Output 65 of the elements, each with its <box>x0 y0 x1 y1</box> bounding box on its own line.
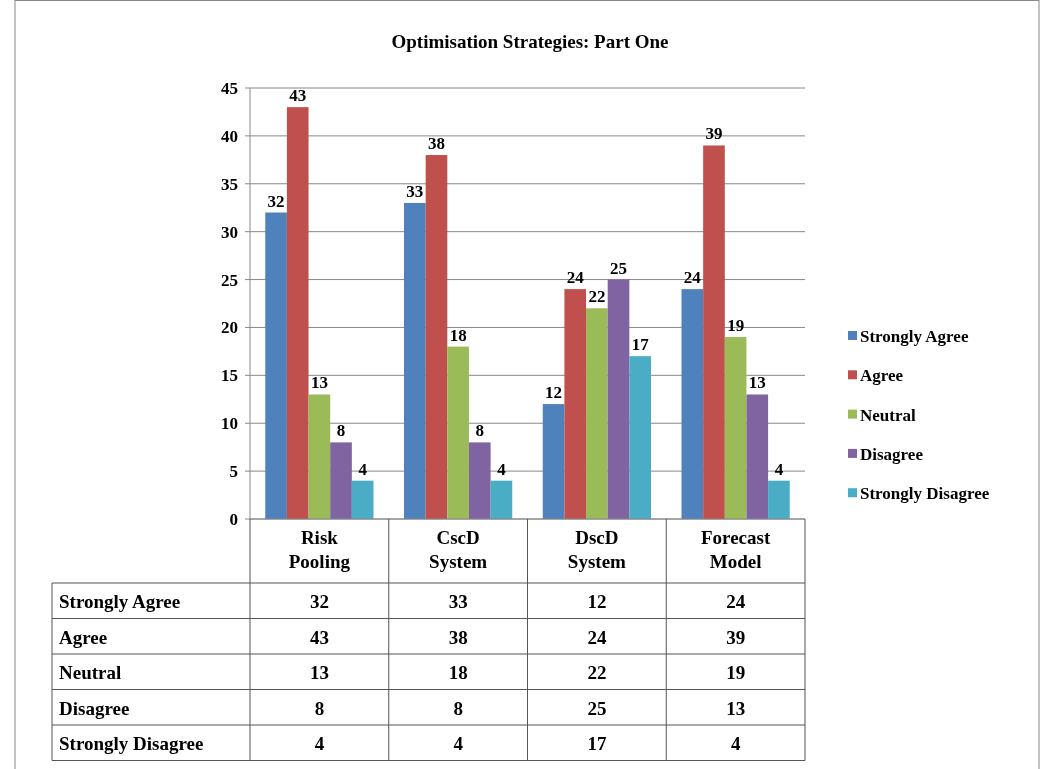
data-label: 39 <box>726 626 746 648</box>
data-label: 8 <box>453 697 463 719</box>
text: Strongly Disagree <box>59 733 204 754</box>
data-label: 4 <box>730 733 741 754</box>
data-label: 18 <box>448 662 468 683</box>
data-label: 17 <box>587 733 607 754</box>
x-tick-label: Forecast Model <box>700 527 771 572</box>
data-label: 13 <box>726 697 746 719</box>
text: 13 <box>748 373 766 393</box>
text: 8 <box>475 421 485 441</box>
text: 12 <box>545 383 563 403</box>
text: 32 <box>267 191 285 211</box>
text: 4 <box>497 459 506 479</box>
x-tick-label: Risk Pooling <box>288 527 351 572</box>
text: Strongly Agree <box>59 591 181 612</box>
text: 4 <box>774 459 784 479</box>
x-tick-label: DscD System <box>567 527 627 572</box>
text: 33 <box>406 181 424 201</box>
data-label: 43 <box>309 626 329 648</box>
data-label: 4 <box>453 733 464 754</box>
text: 8 <box>336 421 346 441</box>
data-label: 12 <box>587 591 607 612</box>
legend-label: Strongly Agree <box>860 327 969 346</box>
text: 17 <box>631 335 649 355</box>
data-label: 33 <box>448 591 468 612</box>
y-tick-label: 15 <box>221 366 238 386</box>
text: 22 <box>588 287 606 307</box>
text: 38 <box>427 134 445 154</box>
data-label: 19 <box>726 662 746 683</box>
data-label: 22 <box>587 662 607 683</box>
y-tick-label: 30 <box>221 222 238 242</box>
legend-label: Neutral <box>860 405 916 425</box>
text: Disagree <box>59 697 130 719</box>
y-tick-label: 35 <box>221 174 238 194</box>
legend-label: Disagree <box>860 444 924 464</box>
y-tick-label: 40 <box>221 126 238 146</box>
data-label: 24 <box>726 591 746 612</box>
data-label: 8 <box>314 697 325 719</box>
data-label: 38 <box>448 626 468 648</box>
text: 24 <box>566 268 584 288</box>
y-tick-label: 20 <box>221 318 238 338</box>
text: Neutral <box>59 662 122 683</box>
legend-label: Agree <box>860 366 904 386</box>
text: 39 <box>705 124 723 144</box>
chart-title: Optimisation Strategies: Part One <box>391 31 669 52</box>
data-label: 25 <box>587 697 607 719</box>
x-tick-label: CscD System <box>429 527 488 572</box>
y-tick-label: 45 <box>221 79 238 98</box>
data-label: 13 <box>309 662 329 683</box>
text: 4 <box>358 459 367 479</box>
data-label: 32 <box>309 591 329 612</box>
text: 24 <box>683 268 701 288</box>
text: 25 <box>610 258 628 278</box>
text: 13 <box>310 373 328 393</box>
y-tick-label: 5 <box>229 462 238 482</box>
y-tick-label: 0 <box>229 510 238 529</box>
y-tick-label: 25 <box>221 270 238 290</box>
text: 19 <box>727 316 745 336</box>
text: Agree <box>59 626 108 648</box>
data-label: 24 <box>587 626 607 648</box>
text: 18 <box>449 325 467 345</box>
data-label: 4 <box>314 733 325 754</box>
y-tick-label: 10 <box>221 414 238 434</box>
text: 43 <box>289 86 307 106</box>
legend-label: Strongly Disagree <box>860 484 990 504</box>
